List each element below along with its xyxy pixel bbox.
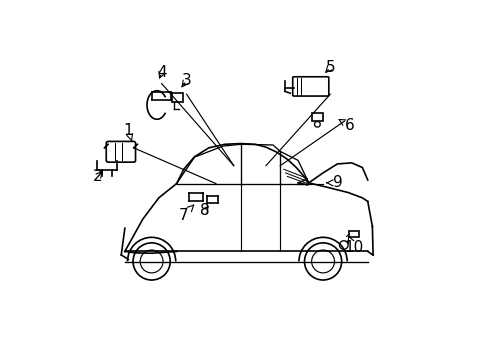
Text: 9: 9 [326, 175, 342, 190]
Bar [311, 113, 323, 121]
Text: 2: 2 [93, 169, 102, 184]
Text: 5: 5 [325, 60, 334, 75]
Text: 6: 6 [338, 118, 354, 133]
Text: 4: 4 [157, 65, 166, 80]
Bar [348, 231, 358, 237]
Text: 7: 7 [179, 205, 193, 222]
Text: 10: 10 [343, 237, 362, 255]
Text: 3: 3 [182, 73, 191, 88]
Text: 1: 1 [123, 123, 133, 141]
Text: 8: 8 [200, 203, 209, 218]
Bar [172, 93, 183, 102]
